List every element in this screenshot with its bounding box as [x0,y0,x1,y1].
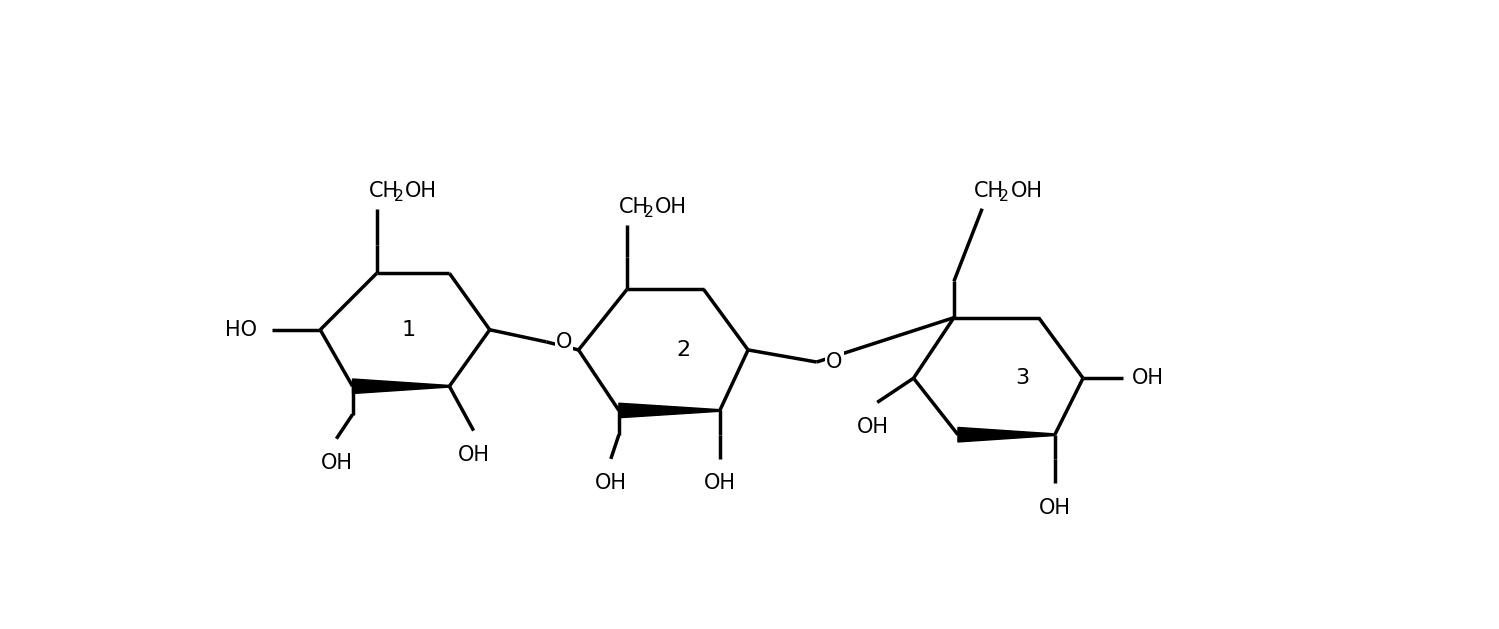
Polygon shape [958,428,1055,442]
Text: 2: 2 [676,340,691,360]
Text: OH: OH [405,181,438,201]
Polygon shape [352,379,450,394]
Text: OH: OH [321,454,352,473]
Text: 2: 2 [645,205,654,220]
Text: OH: OH [595,474,627,493]
Text: OH: OH [857,417,889,437]
Text: 1: 1 [402,320,417,340]
Text: OH: OH [457,445,490,465]
Text: OH: OH [1039,498,1070,518]
Polygon shape [619,403,720,418]
Text: CH: CH [619,197,649,217]
Text: OH: OH [705,474,736,493]
Text: 3: 3 [1015,368,1030,388]
Text: OH: OH [1132,368,1163,388]
Text: CH: CH [974,181,1004,201]
Text: O: O [826,352,842,372]
Text: O: O [556,332,573,352]
Text: OH: OH [1010,181,1042,201]
Text: HO: HO [225,320,258,340]
Text: OH: OH [655,197,687,217]
Text: 2: 2 [1000,189,1009,204]
Text: CH: CH [369,181,399,201]
Text: 2: 2 [394,189,403,204]
